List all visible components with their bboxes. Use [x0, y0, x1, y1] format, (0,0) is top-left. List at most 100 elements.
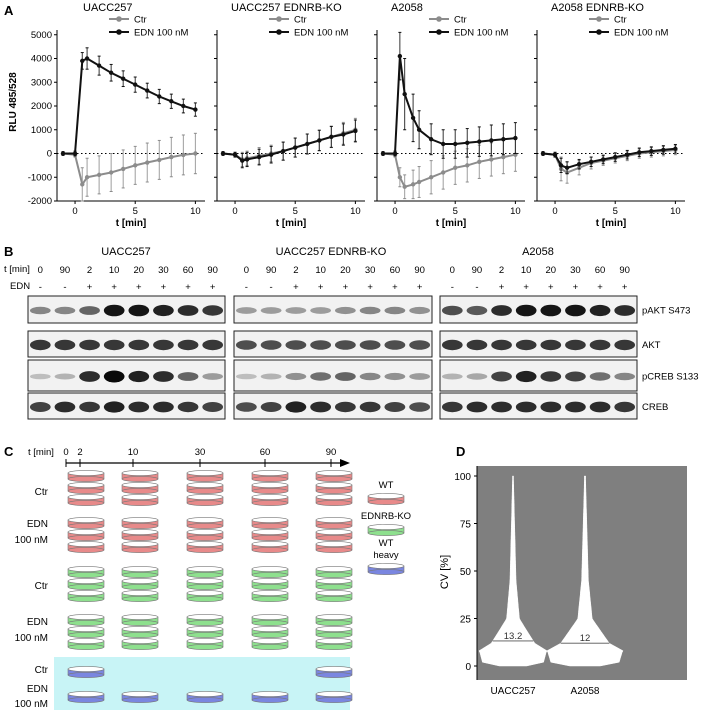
- dish-base: [67, 584, 105, 590]
- dish-base: [186, 547, 224, 553]
- panel-label-a: A: [4, 3, 14, 18]
- dish-base: [251, 500, 289, 506]
- blot-band: [54, 339, 76, 351]
- dish-wt: [251, 541, 289, 553]
- lane-time-label: 10: [521, 265, 532, 276]
- data-point: [133, 163, 138, 168]
- blot-band: [54, 401, 76, 413]
- panel-label-d: D: [456, 444, 465, 459]
- dish-wt: [315, 517, 353, 529]
- protein-label: pAKT S473: [642, 306, 690, 317]
- blot-band: [441, 305, 463, 316]
- dish-base: [251, 620, 289, 626]
- data-point: [588, 159, 594, 165]
- dish-ednrb-ko: [67, 638, 105, 650]
- legend-label-edn: EDN 100 nM: [614, 28, 668, 39]
- legend-label-edn: EDN 100 nM: [294, 28, 348, 39]
- data-point: [489, 138, 494, 143]
- dish-rim: [67, 482, 105, 488]
- dish-base: [186, 476, 224, 482]
- dish-ednrb-ko: [251, 626, 289, 638]
- x-axis-label: t [min]: [596, 218, 627, 229]
- dish-base: [186, 500, 224, 506]
- y-tick-label: 25: [460, 615, 472, 626]
- blot-band: [334, 306, 356, 315]
- dish-wt: [121, 482, 159, 494]
- dish-rim: [251, 638, 289, 644]
- blot-band: [153, 401, 174, 413]
- data-point: [80, 182, 85, 187]
- condition-label: Ctr: [35, 487, 49, 498]
- timeline-arrow: [340, 459, 350, 467]
- dish-base: [315, 697, 353, 703]
- legend-marker-edn: [116, 29, 122, 35]
- y-tick-label: 2000: [31, 101, 52, 112]
- dish-rim: [315, 541, 353, 547]
- dish-wt: [67, 494, 105, 506]
- lane-edn-label: -: [451, 282, 454, 293]
- lane-edn-label: +: [392, 282, 398, 293]
- dish-wt: [251, 517, 289, 529]
- blot-band: [202, 402, 224, 412]
- data-point: [540, 151, 546, 156]
- lane-edn-label: +: [185, 282, 191, 293]
- dish-base: [121, 584, 159, 590]
- timeline-tick-label: 90: [326, 447, 337, 458]
- dish-rim: [251, 470, 289, 476]
- dish-rim: [186, 470, 224, 476]
- x-tick-label: 0: [392, 206, 397, 217]
- lane-time-label: 90: [60, 265, 71, 276]
- dish-rim: [315, 470, 353, 476]
- series-line-edn: [222, 129, 356, 162]
- dish-base: [121, 632, 159, 638]
- data-point: [440, 141, 446, 147]
- series-line-edn: [63, 57, 196, 155]
- dish-base: [251, 596, 289, 602]
- dish-base: [121, 596, 159, 602]
- blot-group-title: A2058: [522, 246, 554, 258]
- blot-band: [177, 305, 199, 316]
- dish-ednrb-ko: [67, 578, 105, 590]
- blot-band: [614, 305, 636, 316]
- blot-band: [235, 373, 257, 380]
- dish-base: [67, 572, 105, 578]
- blot-band: [29, 402, 51, 412]
- dish-rim: [121, 470, 159, 476]
- data-point: [477, 159, 482, 165]
- dish-wt-heavy: [121, 691, 159, 703]
- lane-edn-label: +: [136, 282, 142, 293]
- blot-band: [202, 339, 224, 351]
- blot-band: [29, 339, 51, 351]
- y-tick-label: -1000: [28, 172, 52, 183]
- lane-time-label: 90: [414, 265, 425, 276]
- blot-band: [285, 401, 307, 413]
- data-point: [380, 151, 386, 156]
- x-tick-label: 5: [613, 206, 618, 217]
- dish-wt: [186, 482, 224, 494]
- data-point: [193, 151, 198, 156]
- dish-base: [67, 596, 105, 602]
- data-point: [169, 154, 174, 160]
- x-axis-label: t [min]: [436, 218, 467, 229]
- y-tick-label: 0: [47, 149, 52, 160]
- dish-wt: [186, 529, 224, 541]
- lane-time-label: 10: [109, 265, 120, 276]
- data-point: [157, 157, 162, 163]
- legend-dish-wt: [367, 493, 405, 505]
- data-point: [341, 132, 346, 137]
- blot-band: [515, 304, 537, 317]
- dish-ednrb-ko: [186, 590, 224, 602]
- data-point: [96, 63, 102, 68]
- blot-band: [128, 401, 150, 413]
- blot-band: [153, 371, 174, 382]
- data-point: [72, 151, 78, 156]
- dish-base: [186, 596, 224, 602]
- dish-base: [186, 535, 224, 541]
- dish-rim: [67, 614, 105, 620]
- dish-rim: [67, 529, 105, 535]
- blot-time-label: t [min]: [4, 264, 30, 275]
- dish-base: [251, 697, 289, 703]
- y-tick-label: 75: [460, 520, 472, 531]
- condition-label: EDN: [27, 617, 48, 628]
- x-tick-label: 5: [133, 206, 138, 217]
